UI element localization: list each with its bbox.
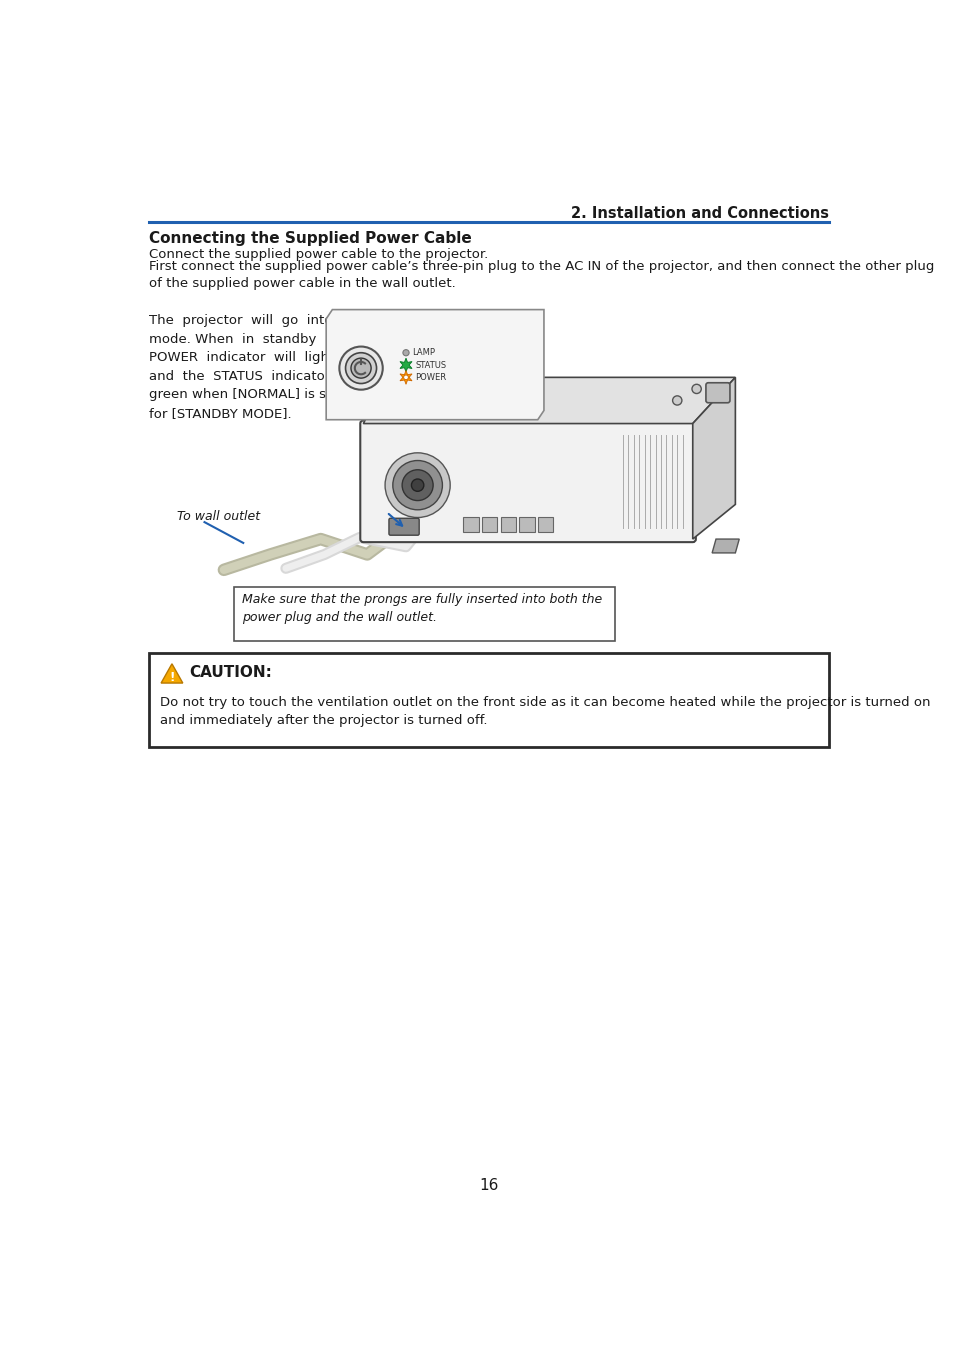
FancyBboxPatch shape bbox=[463, 516, 478, 532]
FancyBboxPatch shape bbox=[360, 421, 695, 542]
Circle shape bbox=[385, 453, 450, 518]
Text: !: ! bbox=[169, 671, 174, 685]
Circle shape bbox=[339, 346, 382, 390]
Circle shape bbox=[691, 384, 700, 394]
Polygon shape bbox=[363, 377, 735, 423]
FancyBboxPatch shape bbox=[481, 516, 497, 532]
Text: 2. Installation and Connections: 2. Installation and Connections bbox=[571, 206, 828, 221]
Circle shape bbox=[403, 375, 408, 380]
Text: Connecting the Supplied Power Cable: Connecting the Supplied Power Cable bbox=[149, 231, 471, 247]
Polygon shape bbox=[711, 539, 739, 553]
Text: First connect the supplied power cable’s three-pin plug to the AC IN of the proj: First connect the supplied power cable’s… bbox=[149, 260, 933, 290]
FancyBboxPatch shape bbox=[500, 516, 516, 532]
Polygon shape bbox=[326, 310, 543, 419]
Text: POWER: POWER bbox=[415, 373, 446, 381]
Circle shape bbox=[672, 396, 681, 406]
FancyBboxPatch shape bbox=[149, 652, 828, 747]
Text: Do not try to touch the ventilation outlet on the front side as it can become he: Do not try to touch the ventilation outl… bbox=[159, 696, 929, 727]
Text: LAMP: LAMP bbox=[412, 348, 435, 357]
FancyBboxPatch shape bbox=[518, 516, 534, 532]
FancyBboxPatch shape bbox=[389, 518, 418, 535]
Text: Connect the supplied power cable to the projector.: Connect the supplied power cable to the … bbox=[149, 248, 487, 262]
Text: 16: 16 bbox=[478, 1178, 498, 1193]
Polygon shape bbox=[161, 663, 183, 683]
Text: Make sure that the prongs are fully inserted into both the
power plug and the wa: Make sure that the prongs are fully inse… bbox=[241, 593, 601, 624]
Polygon shape bbox=[399, 371, 412, 384]
Text: The  projector  will  go  into  standby
mode. When  in  standby  mode,  the
POWE: The projector will go into standby mode.… bbox=[149, 314, 398, 419]
Circle shape bbox=[411, 479, 423, 491]
Circle shape bbox=[393, 461, 442, 510]
Text: STATUS: STATUS bbox=[415, 360, 446, 369]
Polygon shape bbox=[399, 359, 412, 372]
Circle shape bbox=[402, 349, 409, 356]
Circle shape bbox=[345, 353, 376, 384]
Circle shape bbox=[402, 469, 433, 500]
FancyBboxPatch shape bbox=[705, 383, 729, 403]
Circle shape bbox=[351, 359, 371, 379]
Text: To wall outlet: To wall outlet bbox=[177, 510, 260, 523]
FancyBboxPatch shape bbox=[537, 516, 553, 532]
Text: CAUTION:: CAUTION: bbox=[189, 666, 272, 681]
Polygon shape bbox=[692, 377, 735, 539]
FancyBboxPatch shape bbox=[233, 586, 615, 640]
